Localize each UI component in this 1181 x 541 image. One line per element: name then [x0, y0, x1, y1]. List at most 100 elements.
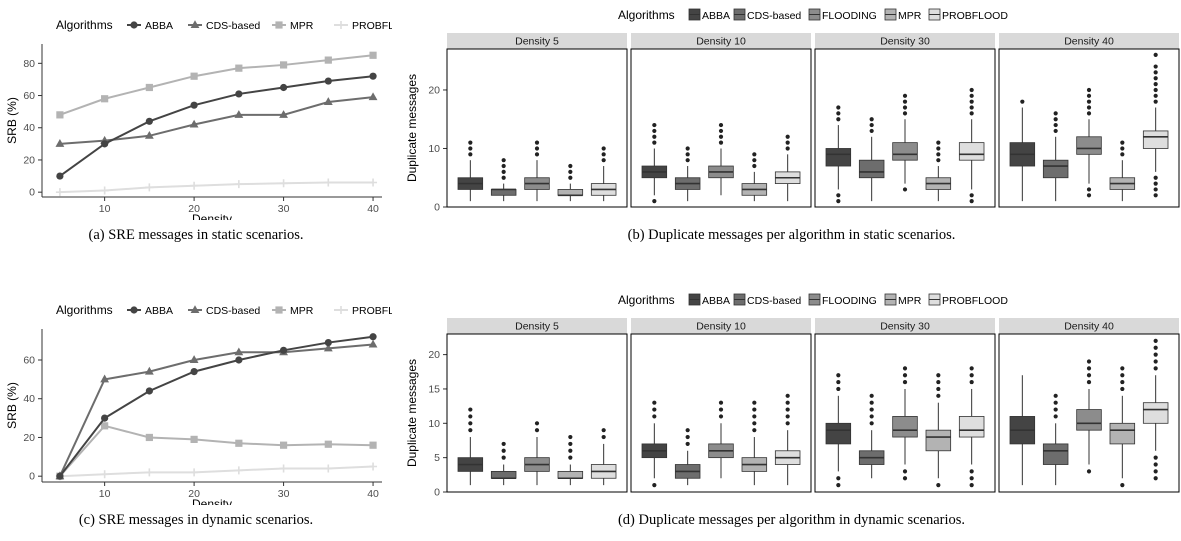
data-point: [235, 64, 243, 72]
data-point: [144, 366, 154, 375]
caption-b: (b) Duplicate messages per algorithm in …: [627, 227, 956, 243]
outlier-point: [869, 117, 874, 122]
outlier-point: [1153, 193, 1158, 198]
y-tick-label: 20: [428, 84, 440, 96]
series-line: [59, 335, 374, 477]
outlier-point: [1086, 366, 1092, 371]
line-chart-svg: Algorithms ABBA CDS-based MPR PROBFLOOD 0 20 40…: [5, 18, 418, 226]
box-iqr: [892, 142, 918, 161]
series-line: [59, 424, 374, 477]
box-probflood: [958, 366, 985, 488]
outlier-point: [652, 140, 657, 145]
outlier-point: [969, 476, 974, 481]
box-flooding: [524, 421, 550, 486]
y-tick-label: 60: [23, 90, 35, 102]
box-cds-based: [1042, 111, 1069, 202]
outlier-point: [1153, 76, 1158, 81]
outlier-point: [902, 111, 908, 116]
data-point: [279, 179, 288, 188]
y-tick-label: 5: [434, 452, 440, 464]
box-flooding: [708, 122, 734, 196]
box-iqr: [825, 422, 852, 445]
data-point: [369, 441, 377, 449]
outlier-point: [752, 421, 757, 426]
legend-key-marker: [337, 306, 345, 314]
outlier-point: [785, 140, 790, 145]
outlier-point: [785, 421, 790, 426]
y-tick-label: 40: [23, 393, 35, 405]
outlier-point: [534, 428, 540, 433]
outlier-point: [601, 428, 606, 433]
box-iqr: [958, 142, 985, 161]
series-mpr: [56, 51, 377, 119]
x-tick-label: 40: [367, 203, 379, 215]
outlier-point: [936, 158, 941, 163]
outlier-point: [468, 152, 473, 157]
outlier-point: [752, 158, 757, 163]
outlier-point: [718, 414, 724, 419]
outlier-point: [1153, 469, 1158, 474]
outlier-point: [652, 128, 657, 134]
data-point: [101, 95, 109, 103]
series-probflood: [55, 462, 378, 481]
box-iqr: [925, 429, 952, 452]
data-point: [190, 468, 199, 477]
outlier-point: [534, 140, 540, 145]
legend-label: MPR: [290, 20, 314, 32]
data-point: [190, 181, 199, 190]
outlier-point: [1120, 386, 1125, 392]
y-axis-label: Duplicate messages: [405, 74, 419, 182]
x-tick-label: 30: [278, 203, 290, 215]
series-abba: [56, 72, 377, 180]
outlier-point: [1153, 64, 1158, 69]
y-axis-label: SRB (%): [5, 97, 19, 144]
facet-density-40: Density 40: [998, 33, 1180, 208]
outlier-point: [836, 105, 841, 110]
outlier-point: [752, 163, 757, 169]
facet-density-10: Density 10: [630, 318, 812, 493]
outlier-point: [969, 483, 974, 488]
legend-label: MPR: [290, 305, 314, 317]
legend-key-marker: [130, 21, 138, 29]
box-cds-based: [490, 441, 517, 486]
data-point: [100, 470, 109, 479]
facet-strip: [631, 318, 811, 334]
outlier-point: [1086, 99, 1092, 104]
facet-density-30: Density 30: [814, 33, 996, 208]
legend-title: Algorithms: [56, 303, 113, 317]
legend-key-marker: [275, 21, 283, 29]
series-probflood: [55, 178, 378, 197]
data-point: [369, 72, 377, 80]
data-point: [369, 462, 378, 471]
outlier-point: [969, 111, 974, 116]
legend-key-marker: [275, 306, 283, 314]
box-flooding: [892, 366, 918, 481]
outlier-point: [1086, 111, 1092, 116]
outlier-point: [1153, 476, 1158, 481]
outlier-point: [1120, 140, 1125, 145]
data-point: [234, 347, 244, 356]
facet-title: Density 5: [515, 321, 559, 333]
outlier-point: [1086, 359, 1092, 364]
x-tick-label: 40: [367, 488, 379, 500]
legend-label: ABBA: [702, 10, 730, 22]
outlier-point: [568, 169, 573, 174]
outlier-point: [936, 386, 941, 392]
outlier-point: [869, 400, 874, 405]
box-cds-based: [1042, 393, 1069, 486]
data-point: [145, 387, 153, 395]
box-abba: [457, 140, 484, 202]
legend-label: CDS-based: [206, 305, 260, 317]
box-mpr: [925, 373, 952, 488]
outlier-point: [1053, 128, 1058, 134]
data-point: [190, 435, 198, 443]
legend: Algorithms ABBA CDS-based FLOODING MPR PROBFL…: [618, 8, 1008, 22]
legend-label: CDS-based: [206, 20, 260, 32]
outlier-point: [1153, 462, 1158, 467]
outlier-point: [1153, 455, 1158, 460]
box-mpr: [557, 434, 584, 486]
outlier-point: [936, 373, 941, 378]
outlier-point: [902, 373, 908, 378]
x-tick-label: 30: [278, 488, 290, 500]
y-tick-label: 80: [23, 58, 35, 70]
